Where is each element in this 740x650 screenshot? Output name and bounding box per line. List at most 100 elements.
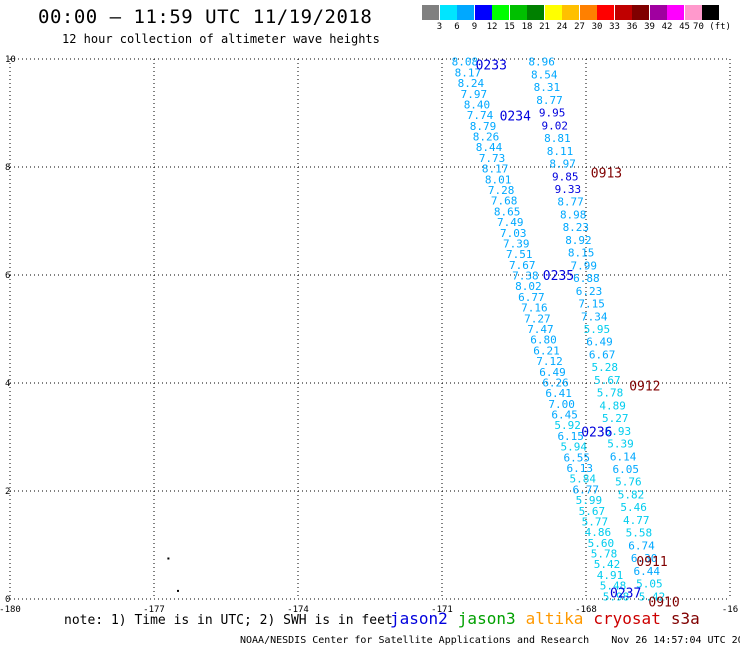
pass-time-label: 0910	[648, 596, 679, 611]
scale-label: 42	[661, 22, 673, 32]
swh-value: 5.39	[607, 438, 634, 451]
swh-value: 8.97	[549, 158, 576, 171]
units-note: note: 1) Time is in UTC; 2) SWH is in fe…	[64, 613, 393, 628]
legend-jason2: jason2	[390, 609, 448, 628]
swh-value: 8.81	[544, 132, 571, 145]
swh-value: 6.23	[576, 285, 603, 298]
swh-value: 8.01	[485, 173, 512, 186]
scale-label: 24	[556, 22, 568, 32]
pass-time-label: 0236	[581, 426, 612, 441]
swh-value: 8.77	[557, 196, 584, 209]
swh-value: 5.99	[576, 494, 603, 507]
swh-value: 6.45	[551, 409, 578, 422]
swh-value: 5.92	[554, 419, 581, 432]
observation-dot	[167, 557, 170, 560]
swh-value: 7.74	[467, 109, 494, 122]
swh-value: 5.84	[570, 473, 597, 486]
swh-value: 6.15	[557, 430, 584, 443]
swh-value: 8.31	[534, 81, 561, 94]
footer-timestamp: Nov 26 14:57:04 UTC 2018	[611, 635, 740, 646]
x-tick-label: -177	[143, 605, 165, 615]
swh-value: 5.98	[603, 590, 630, 603]
swh-value: 7.38	[512, 270, 539, 283]
pass-time-label: 0912	[629, 380, 660, 395]
chart-subtitle: 12 hour collection of altimeter wave hei…	[62, 32, 380, 46]
x-tick-label: -174	[287, 605, 309, 615]
swh-value: 6.80	[530, 334, 557, 347]
y-tick-label: 10	[5, 55, 16, 65]
swh-value: 5.28	[591, 361, 618, 374]
scale-label: 3	[436, 22, 443, 32]
swh-value: 5.78	[597, 387, 624, 400]
swh-value: 5.58	[626, 527, 653, 540]
swh-value: 9.95	[539, 107, 566, 120]
pass-time-label: 0234	[500, 110, 531, 125]
scale-label: 12	[486, 22, 498, 32]
scale-label: 70 (ft)	[693, 22, 731, 32]
y-tick-label: 2	[5, 487, 10, 497]
swh-value: 6.55	[563, 451, 590, 464]
swh-value: 6.88	[573, 272, 600, 285]
swh-value: 6.14	[610, 450, 637, 463]
y-tick-label: 8	[5, 163, 10, 173]
swh-value: 4.77	[623, 514, 650, 527]
swh-value: 9.85	[552, 170, 579, 183]
scale-label: 18	[521, 22, 533, 32]
scale-label: 15	[504, 22, 515, 32]
scale-swatch	[632, 5, 649, 20]
swh-value: 9.02	[542, 119, 569, 132]
scale-swatch	[457, 5, 474, 20]
scale-swatch	[562, 5, 579, 20]
swh-value: 5.78	[591, 548, 618, 561]
swh-value: 5.94	[560, 441, 587, 454]
swh-value: 7.03	[500, 227, 527, 240]
swh-value: 6.21	[533, 344, 560, 357]
pass-time-label: 0913	[591, 166, 622, 181]
swh-value: 7.73	[479, 152, 506, 165]
legend-jason3: jason3	[457, 609, 516, 628]
swh-value: 7.34	[581, 310, 608, 323]
scale-swatch	[439, 5, 457, 20]
chart-title: 00:00 — 11:59 UTC 11/19/2018	[38, 6, 373, 28]
pass-time-label: 0911	[636, 555, 667, 570]
swh-value: 5.93	[605, 425, 632, 438]
swh-value: 6.67	[589, 348, 616, 361]
swh-value: 8.15	[568, 247, 595, 260]
y-tick-label: 4	[5, 379, 10, 389]
legend-s3a: s3a	[670, 609, 700, 628]
swh-value: 8.23	[563, 221, 590, 234]
swh-value: 7.39	[503, 237, 530, 250]
swh-value: 7.27	[524, 312, 551, 325]
x-tick-label: -171	[431, 605, 453, 615]
swh-value: 5.42	[594, 558, 621, 571]
swh-value: 5.82	[618, 488, 645, 501]
swh-value: 8.08	[452, 56, 479, 69]
swh-value: 9.33	[555, 183, 582, 196]
swh-value: 7.67	[509, 259, 536, 272]
scale-label: 45	[679, 22, 690, 32]
swh-value: 6.44	[634, 565, 661, 578]
scale-swatch	[667, 5, 684, 20]
swh-value: 5.67	[579, 505, 606, 518]
scale-swatch	[544, 5, 562, 20]
swh-value: 8.24	[458, 77, 485, 90]
scale-label: 33	[609, 22, 620, 32]
legend-altika: altika	[525, 609, 584, 628]
swh-value: 7.12	[536, 355, 563, 368]
scale-swatch	[579, 5, 597, 20]
scale-swatch	[684, 5, 702, 20]
pass-time-label: 0235	[543, 269, 574, 284]
x-tick-label: -180	[0, 605, 21, 615]
swh-value: 6.77	[573, 483, 600, 496]
swh-value: 8.02	[515, 280, 542, 293]
swh-value: 6.49	[586, 336, 613, 349]
scale-label: 21	[539, 22, 550, 32]
scale-label: 36	[626, 22, 638, 32]
swh-value: 4.89	[599, 399, 626, 412]
swh-value: 4.91	[597, 569, 624, 582]
swh-value: 7.97	[461, 88, 488, 101]
swh-value: 8.44	[476, 141, 503, 154]
scale-label: 6	[454, 22, 460, 32]
swh-value: 5.67	[594, 374, 621, 387]
